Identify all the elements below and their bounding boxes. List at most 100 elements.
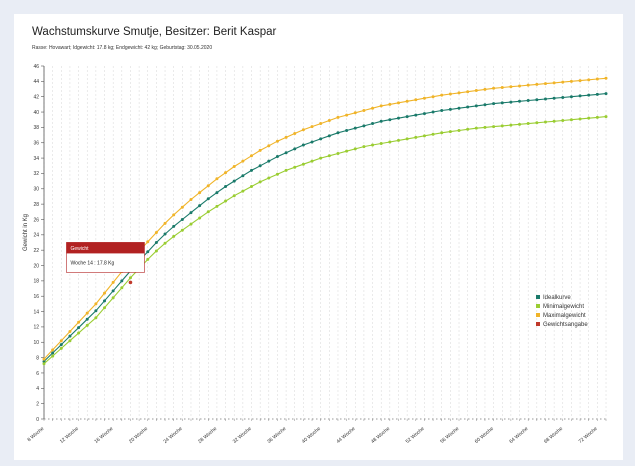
- y-tick-label: 32: [33, 171, 39, 177]
- data-point-idealkurve: [414, 113, 418, 117]
- data-point-idealkurve: [604, 92, 608, 96]
- data-point-idealkurve: [483, 103, 487, 107]
- data-point-maximalgewicht: [59, 339, 63, 343]
- data-point-minimalgewicht: [310, 159, 314, 163]
- data-point-idealkurve: [301, 143, 305, 147]
- y-tick-label: 0: [36, 417, 39, 423]
- data-point-maximalgewicht: [163, 221, 167, 225]
- data-point-maximalgewicht: [440, 93, 444, 97]
- x-tick-label: 52 Woche: [405, 426, 426, 445]
- data-point-idealkurve: [500, 101, 504, 105]
- data-point-minimalgewicht: [518, 122, 522, 126]
- data-point-maximalgewicht: [578, 79, 582, 83]
- data-point-idealkurve: [569, 95, 573, 99]
- measurement-point[interactable]: [128, 280, 133, 285]
- data-point-minimalgewicht: [552, 119, 556, 123]
- x-tick-label: 56 Woche: [439, 426, 460, 445]
- x-tick-label: 8 Woche: [26, 426, 45, 443]
- data-point-idealkurve: [526, 99, 530, 103]
- data-point-maximalgewicht: [466, 90, 470, 94]
- y-tick-label: 38: [33, 125, 39, 131]
- data-point-minimalgewicht: [42, 362, 46, 366]
- data-point-maximalgewicht: [509, 85, 513, 89]
- series-line-maximalgewicht: [43, 77, 607, 360]
- data-point-idealkurve: [379, 119, 383, 123]
- data-point-maximalgewicht: [396, 101, 400, 105]
- data-point-idealkurve: [353, 126, 357, 130]
- data-point-minimalgewicht: [275, 172, 279, 176]
- x-tick-label: 36 Woche: [266, 426, 287, 445]
- data-point-minimalgewicht: [154, 249, 158, 253]
- data-point-minimalgewicht: [448, 130, 452, 134]
- data-point-maximalgewicht: [388, 102, 392, 106]
- data-point-idealkurve: [85, 317, 89, 321]
- y-axis-title: Gewicht in Kg: [23, 214, 29, 251]
- data-point-idealkurve: [258, 164, 262, 168]
- y-tick-label: 6: [36, 371, 39, 377]
- data-point-minimalgewicht: [353, 147, 357, 151]
- data-point-minimalgewicht: [336, 151, 340, 155]
- x-tick-label: 32 Woche: [232, 426, 253, 445]
- legend-label-gewichtsangabe: Gewichtsangabe: [543, 322, 588, 328]
- data-point-idealkurve: [232, 179, 236, 183]
- data-point-maximalgewicht: [561, 80, 565, 84]
- data-point-maximalgewicht: [215, 177, 219, 181]
- data-point-idealkurve: [51, 351, 55, 355]
- data-point-maximalgewicht: [362, 109, 366, 113]
- data-point-minimalgewicht: [526, 122, 530, 126]
- data-point-maximalgewicht: [474, 89, 478, 93]
- data-point-minimalgewicht: [509, 123, 513, 127]
- y-tick-label: 46: [33, 64, 39, 70]
- data-point-idealkurve: [345, 128, 349, 132]
- legend-marker-maximalgewicht: [536, 313, 540, 317]
- data-point-idealkurve: [198, 204, 202, 208]
- legend-marker-gewichtsangabe: [536, 322, 540, 326]
- data-point-idealkurve: [466, 105, 470, 109]
- tooltip-value-text: Woche 14 : 17.8 Kg: [70, 260, 114, 266]
- data-point-maximalgewicht: [310, 125, 314, 129]
- legend-label-maximalgewicht: Maximalgewicht: [543, 313, 586, 319]
- data-point-idealkurve: [561, 95, 565, 99]
- data-point-idealkurve: [275, 155, 279, 159]
- data-point-minimalgewicht: [51, 354, 55, 358]
- data-point-maximalgewicht: [77, 320, 81, 324]
- data-point-idealkurve: [578, 94, 582, 98]
- data-point-maximalgewicht: [154, 231, 158, 235]
- chart-card: Wachstumskurve Smutje, Besitzer: Berit K…: [14, 14, 623, 460]
- data-point-maximalgewicht: [604, 76, 608, 80]
- y-tick-label: 44: [33, 79, 39, 85]
- x-tick-label: 44 Woche: [336, 426, 357, 445]
- data-point-minimalgewicht: [128, 276, 132, 280]
- data-point-maximalgewicht: [51, 348, 55, 352]
- data-point-maximalgewicht: [258, 148, 262, 152]
- data-point-idealkurve: [111, 289, 115, 293]
- data-point-minimalgewicht: [569, 118, 573, 122]
- data-point-maximalgewicht: [42, 357, 46, 361]
- data-point-minimalgewicht: [180, 228, 184, 232]
- data-point-maximalgewicht: [206, 184, 210, 188]
- data-point-minimalgewicht: [111, 296, 115, 300]
- data-point-minimalgewicht: [224, 199, 228, 203]
- data-point-maximalgewicht: [103, 291, 107, 295]
- x-tick-label: 16 Woche: [93, 426, 114, 445]
- data-point-idealkurve: [250, 168, 254, 172]
- data-point-maximalgewicht: [241, 159, 245, 163]
- data-point-minimalgewicht: [146, 257, 150, 261]
- data-point-maximalgewicht: [422, 96, 426, 100]
- data-point-minimalgewicht: [500, 124, 504, 128]
- legend-marker-idealkurve: [536, 295, 540, 299]
- chart-title: Wachstumskurve Smutje, Besitzer: Berit K…: [32, 26, 277, 38]
- legend-marker-minimalgewicht: [536, 304, 540, 308]
- data-point-idealkurve: [59, 343, 63, 347]
- y-tick-label: 12: [33, 325, 39, 331]
- data-point-minimalgewicht: [206, 210, 210, 214]
- y-tick-label: 14: [33, 309, 39, 315]
- y-tick-label: 34: [33, 156, 39, 162]
- data-point-minimalgewicht: [396, 138, 400, 142]
- data-point-idealkurve: [371, 122, 375, 126]
- x-tick-label: 28 Woche: [197, 426, 218, 445]
- data-point-idealkurve: [267, 159, 271, 163]
- data-point-maximalgewicht: [405, 99, 409, 103]
- y-tick-label: 20: [33, 263, 39, 269]
- data-point-minimalgewicht: [431, 132, 435, 136]
